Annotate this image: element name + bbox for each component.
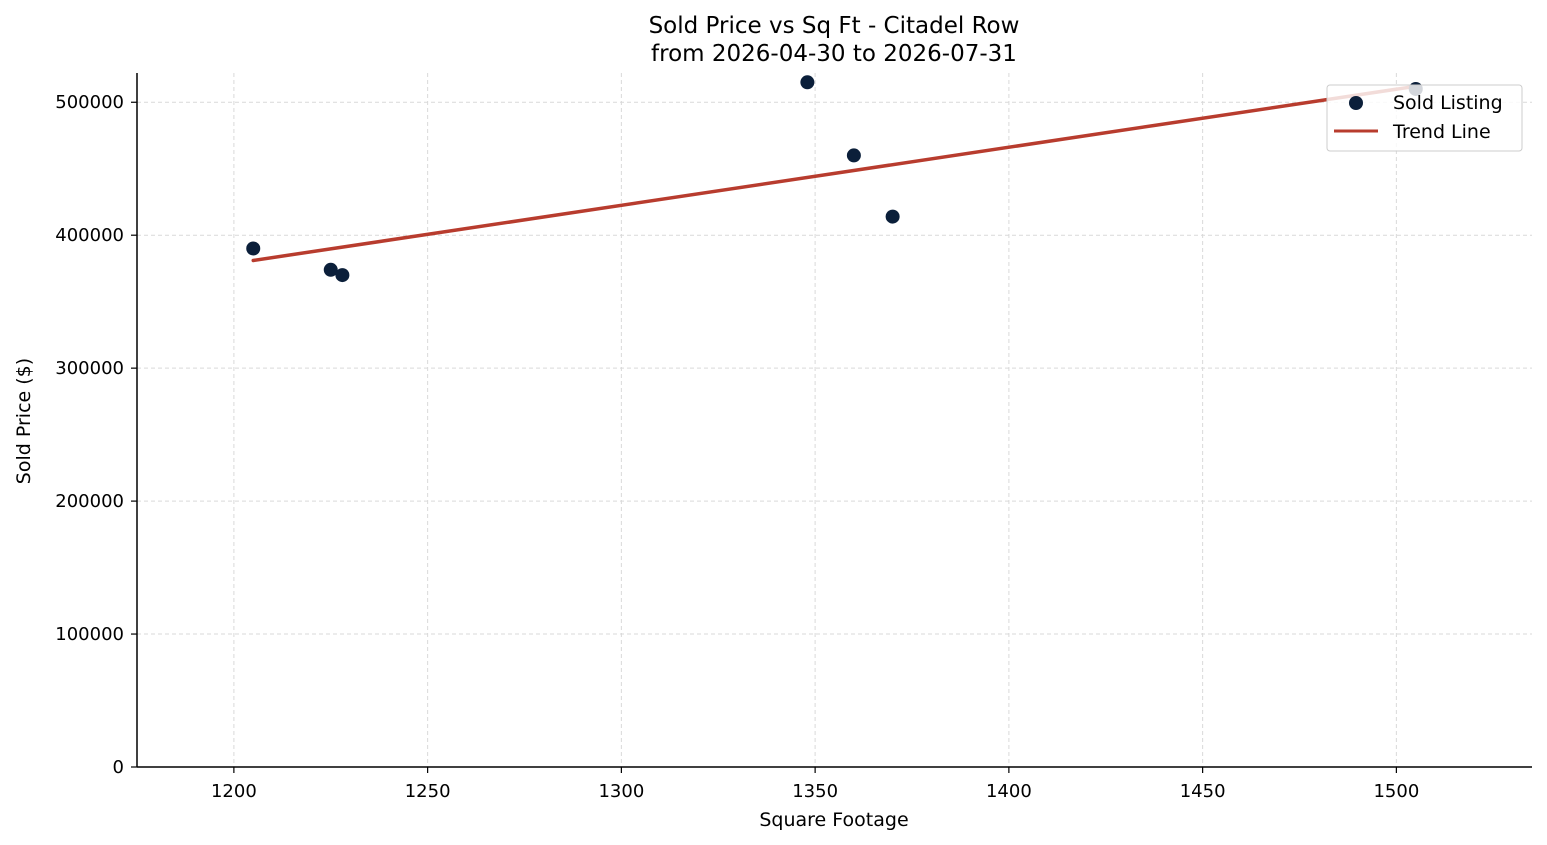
x-tick-label: 1400: [986, 781, 1032, 802]
y-tick-label: 200000: [55, 491, 124, 512]
axes: [136, 73, 1532, 768]
y-tick-label: 500000: [55, 92, 124, 113]
y-tick-label: 100000: [55, 624, 124, 645]
x-tick-label: 1500: [1373, 781, 1419, 802]
y-tick-label: 400000: [55, 225, 124, 246]
legend-box: [1326, 84, 1523, 152]
y-tick-label: 300000: [55, 358, 124, 379]
tick-labels: 1200 1250 1300 1350 1400 1450 1500 0 100000 20000…: [55, 92, 1419, 802]
x-axis-label: Square Footage: [759, 809, 908, 831]
data-point: [246, 241, 261, 256]
y-axis-label: Sold Price ($): [13, 358, 35, 484]
legend: Sold Listing Trend Line: [1326, 84, 1523, 152]
chart-title: Sold Price vs Sq Ft - Citadel Row: [649, 13, 1020, 39]
data-point: [885, 209, 900, 224]
x-tick-label: 1200: [211, 781, 257, 802]
data-point: [335, 268, 350, 283]
legend-marker-sold-listing: [1349, 96, 1363, 110]
legend-label-sold-listing: Sold Listing: [1393, 92, 1503, 114]
data-point: [846, 148, 861, 163]
legend-label-trend-line: Trend Line: [1392, 121, 1491, 143]
grid-lines: [137, 73, 1532, 767]
x-tick-label: 1300: [598, 781, 644, 802]
trend-line-layer: [251, 84, 1418, 263]
x-tick-label: 1250: [405, 781, 451, 802]
trend-line: [251, 84, 1418, 263]
data-point: [800, 75, 815, 90]
data-point: [323, 262, 338, 277]
x-tick-label: 1350: [792, 781, 838, 802]
x-tick-label: 1450: [1180, 781, 1226, 802]
y-tick-label: 0: [113, 757, 124, 778]
chart-subtitle: from 2026-04-30 to 2026-07-31: [651, 41, 1017, 67]
